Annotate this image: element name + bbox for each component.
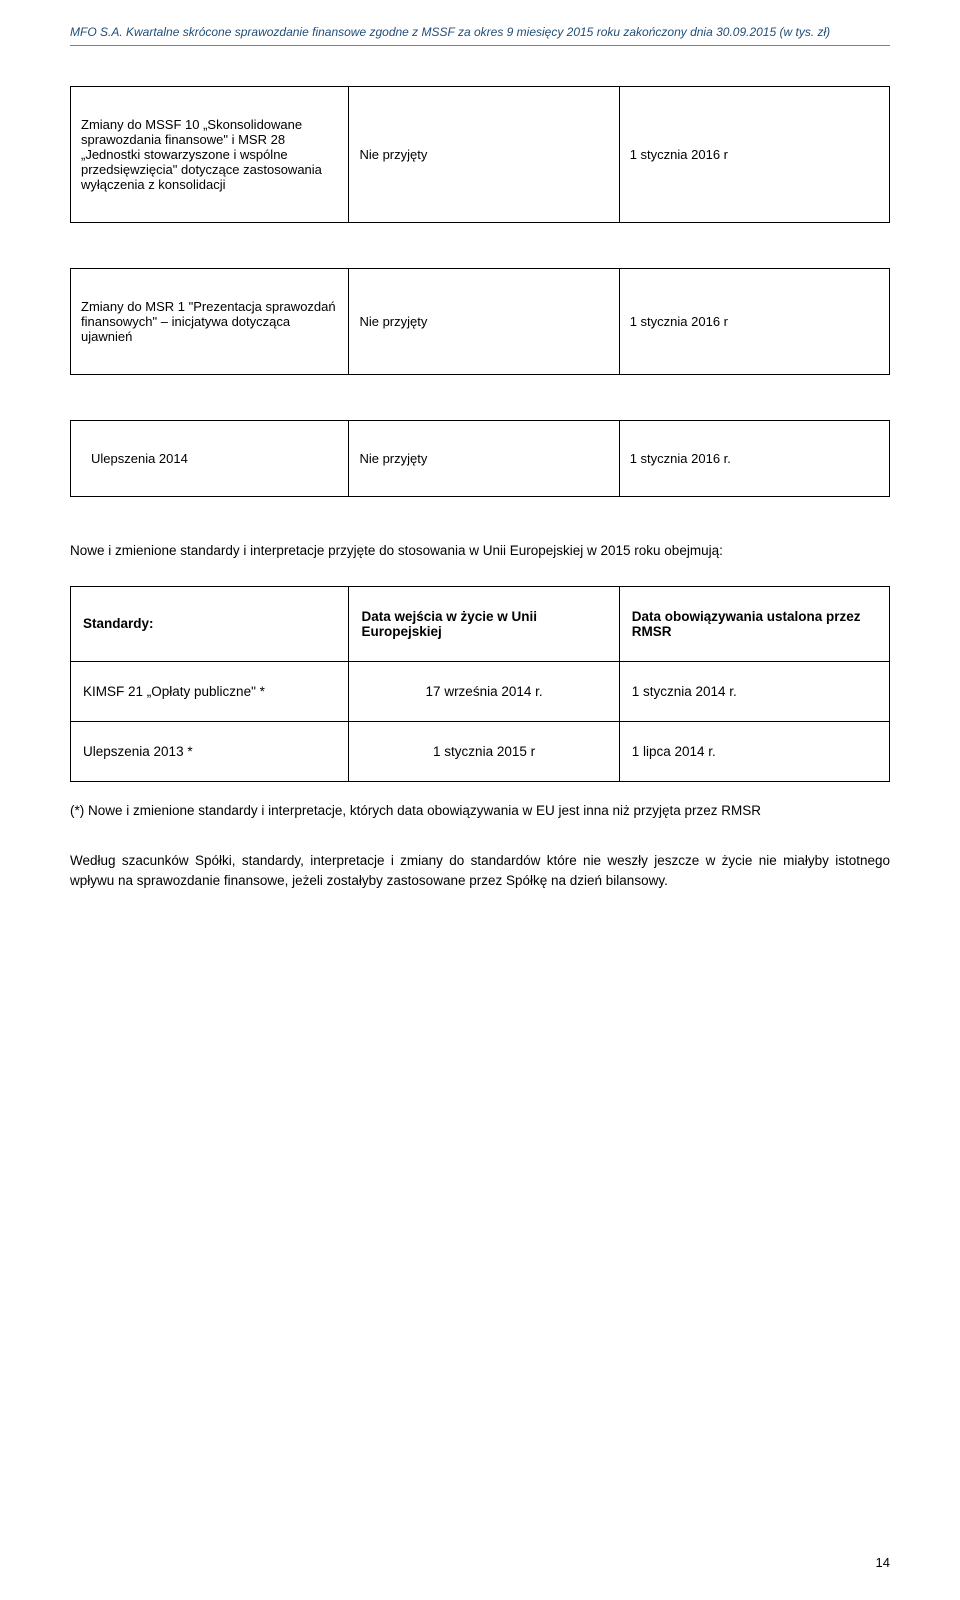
header-note: MFO S.A. Kwartalne skrócone sprawozdanie…: [70, 25, 890, 46]
t3-c2: Nie przyjęty: [349, 421, 619, 497]
t2-c3: 1 stycznia 2016 r: [619, 269, 889, 375]
t1-c3: 1 stycznia 2016 r: [619, 87, 889, 223]
amendment-table-2: Zmiany do MSR 1 "Prezentacja sprawozdań …: [70, 268, 890, 375]
page-number: 14: [876, 1555, 890, 1570]
standards-table: Standardy: Data wejścia w życie w Unii E…: [70, 586, 890, 782]
std-r1-c3: 1 stycznia 2014 r.: [619, 661, 889, 721]
t1-c1: Zmiany do MSSF 10 „Skonsolidowane sprawo…: [71, 87, 349, 223]
std-r1-c1: KIMSF 21 „Opłaty publiczne" *: [71, 661, 349, 721]
t1-c2: Nie przyjęty: [349, 87, 619, 223]
std-h2: Data wejścia w życie w Unii Europejskiej: [349, 586, 619, 661]
t3-c1: Ulepszenia 2014: [71, 421, 349, 497]
std-r2-c2: 1 stycznia 2015 r: [349, 721, 619, 781]
t2-c1: Zmiany do MSR 1 "Prezentacja sprawozdań …: [71, 269, 349, 375]
intro-paragraph: Nowe i zmienione standardy i interpretac…: [70, 542, 890, 561]
amendment-table-3: Ulepszenia 2014 Nie przyjęty 1 stycznia …: [70, 420, 890, 497]
t2-c2: Nie przyjęty: [349, 269, 619, 375]
t3-c3: 1 stycznia 2016 r.: [619, 421, 889, 497]
footnote: (*) Nowe i zmienione standardy i interpr…: [70, 802, 890, 821]
std-h1: Standardy:: [71, 586, 349, 661]
amendment-table-1: Zmiany do MSSF 10 „Skonsolidowane sprawo…: [70, 86, 890, 223]
std-h3: Data obowiązywania ustalona przez RMSR: [619, 586, 889, 661]
summary-paragraph: Według szacunków Spółki, standardy, inte…: [70, 851, 890, 892]
std-r2-c1: Ulepszenia 2013 *: [71, 721, 349, 781]
std-r2-c3: 1 lipca 2014 r.: [619, 721, 889, 781]
std-r1-c2: 17 września 2014 r.: [349, 661, 619, 721]
